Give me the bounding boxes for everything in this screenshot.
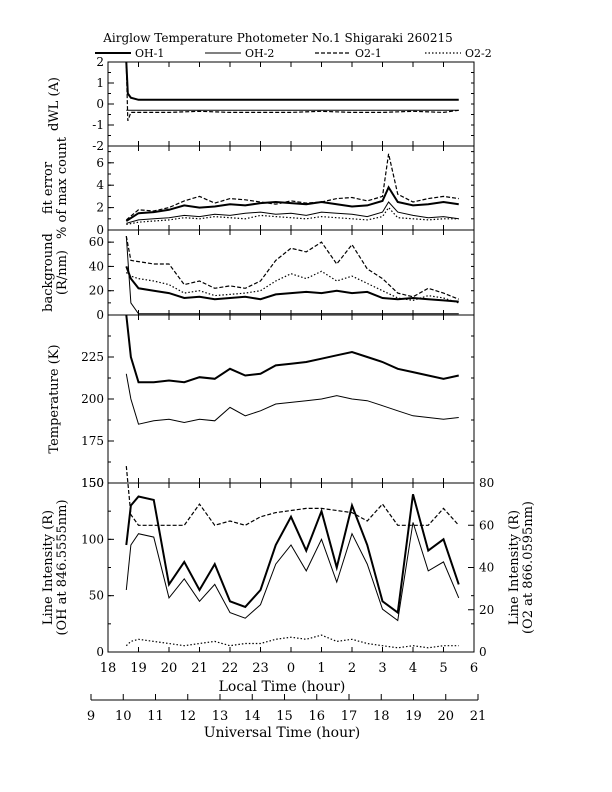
- panel-frame: [107, 482, 475, 653]
- x-tick-label-local: 0: [287, 661, 295, 676]
- x-tick-label-ut: 21: [470, 709, 487, 724]
- legend-label: O2-1: [355, 47, 382, 60]
- x-tick-label-local: 4: [409, 661, 417, 676]
- y-tick-label: -1: [92, 118, 104, 132]
- y-tick-label: -2: [92, 139, 104, 153]
- y-right-tick-label: 60: [479, 518, 494, 532]
- x-tick-label-ut: 17: [341, 709, 358, 724]
- x-tick-label-local: 23: [252, 661, 269, 676]
- panel-temperature: 150 175 200 225 Temperature (K): [47, 314, 475, 490]
- x-tick-label-local: 1: [317, 661, 325, 676]
- x-tick-label-ut: 13: [212, 709, 229, 724]
- y-tick-label: 40: [89, 259, 104, 273]
- legend-label: OH-1: [135, 47, 164, 60]
- x-tick-label-local: 5: [439, 661, 447, 676]
- panel-fit-error: 0 2 4 6 fit error% of max count: [41, 136, 475, 239]
- y-right-tick-label: 80: [479, 476, 494, 490]
- y-tick-label: 0: [96, 308, 104, 322]
- y-axis-label: (OH at 846.5555nm): [55, 499, 70, 635]
- x-tick-label-local: 21: [191, 661, 208, 676]
- x-tick-label-ut: 16: [308, 709, 325, 724]
- chart-panels: -2 -1 0 1 2 dWL (A) 0 2 4 6 fit error% of max coun…: [41, 55, 536, 659]
- series-line-o2-1: [125, 153, 459, 221]
- x-tick-label-local: 19: [130, 661, 147, 676]
- series-line-oh-1: [125, 185, 459, 222]
- y-axis-label: % of max count: [55, 136, 70, 239]
- x-tick-label-local: 18: [100, 661, 117, 676]
- panel-dwl: -2 -1 0 1 2 dWL (A): [47, 55, 475, 153]
- chart-title: Airglow Temperature Photometer No.1 Shig…: [102, 31, 453, 45]
- x-tick-label-ut: 19: [405, 709, 422, 724]
- y-tick-label: 60: [89, 235, 104, 249]
- series-line-o2-1: [125, 235, 459, 300]
- x-tick-label-local: 6: [470, 661, 478, 676]
- x-tick-label-ut: 9: [87, 709, 95, 724]
- panel-frame: [107, 61, 475, 147]
- series-line-oh-1: [125, 61, 459, 101]
- series-line-o2-1: [125, 466, 460, 526]
- y-tick-label: 2: [96, 201, 104, 215]
- y-axis-label: dWL (A): [47, 77, 62, 131]
- series-line-o2-2: [126, 206, 459, 225]
- x-axis-label-ut: Universal Time (hour): [204, 725, 361, 741]
- y-tick-label: 50: [89, 589, 104, 603]
- y-tick-label: 0: [96, 645, 104, 659]
- y-tick-label: 1: [96, 76, 104, 90]
- y-axis-label: fit error: [41, 161, 56, 214]
- legend-label: OH-2: [245, 47, 274, 60]
- panel-frame: [107, 314, 475, 484]
- x-tick-label-local: 3: [378, 661, 386, 676]
- y-axis-label: Line Intensity (R): [41, 510, 56, 625]
- y-tick-label: 100: [81, 532, 104, 546]
- x-tick-label-ut: 15: [276, 709, 293, 724]
- y-tick-label: 0: [96, 223, 104, 237]
- y-tick-label: 225: [81, 350, 104, 364]
- y-right-axis-label: Line Intensity (R): [507, 510, 522, 625]
- x-tick-label-ut: 12: [179, 709, 196, 724]
- y-tick-label: 200: [81, 392, 104, 406]
- x-tick-label-local: 2: [348, 661, 356, 676]
- y-tick-label: 150: [81, 476, 104, 490]
- y-tick-label: 175: [81, 434, 104, 448]
- series-line-oh-2: [125, 236, 459, 315]
- y-axis-label: background: [41, 233, 56, 312]
- panel-background: 0 20 40 60 background (R/nm): [41, 229, 475, 322]
- x-tick-label-ut: 20: [437, 709, 454, 724]
- series-line-oh-2: [125, 522, 460, 622]
- y-right-axis-label: (O2 at 866.0595nm): [521, 501, 536, 634]
- y-tick-label: 2: [96, 55, 104, 69]
- panel-frame: [107, 229, 475, 316]
- y-tick-label: 150: [81, 476, 104, 490]
- y-tick-label: 4: [96, 178, 104, 192]
- x-axis-label-local: Local Time (hour): [219, 679, 346, 695]
- y-right-tick-label: 40: [479, 561, 494, 575]
- y-tick-label: 6: [96, 156, 104, 170]
- x-tick-label-local: 22: [222, 661, 239, 676]
- x-tick-label-local: 20: [161, 661, 178, 676]
- series-line-oh-2: [125, 373, 459, 425]
- y-axis-label: Temperature (K): [47, 344, 62, 453]
- x-tick-label-ut: 10: [115, 709, 132, 724]
- y-tick-label: 20: [89, 284, 104, 298]
- legend-label: O2-2: [465, 47, 492, 60]
- series-line-o2-2: [125, 270, 459, 304]
- chart-legend: OH-1 OH-2 O2-1 O2-2: [95, 47, 492, 60]
- series-line-oh-1: [125, 314, 459, 384]
- y-tick-label: 0: [96, 97, 104, 111]
- y-right-tick-label: 20: [479, 603, 494, 617]
- series-line-oh-2: [126, 201, 459, 224]
- series-line-o2-2: [125, 634, 459, 649]
- x-tick-label-ut: 14: [244, 709, 261, 724]
- y-axis-label: (R/nm): [55, 250, 70, 295]
- y-right-tick-label: 0: [479, 645, 487, 659]
- x-tick-label-ut: 18: [373, 709, 390, 724]
- series-line-o2-1: [125, 64, 459, 122]
- x-tick-label-ut: 11: [147, 709, 164, 724]
- series-line-oh-1: [125, 494, 460, 615]
